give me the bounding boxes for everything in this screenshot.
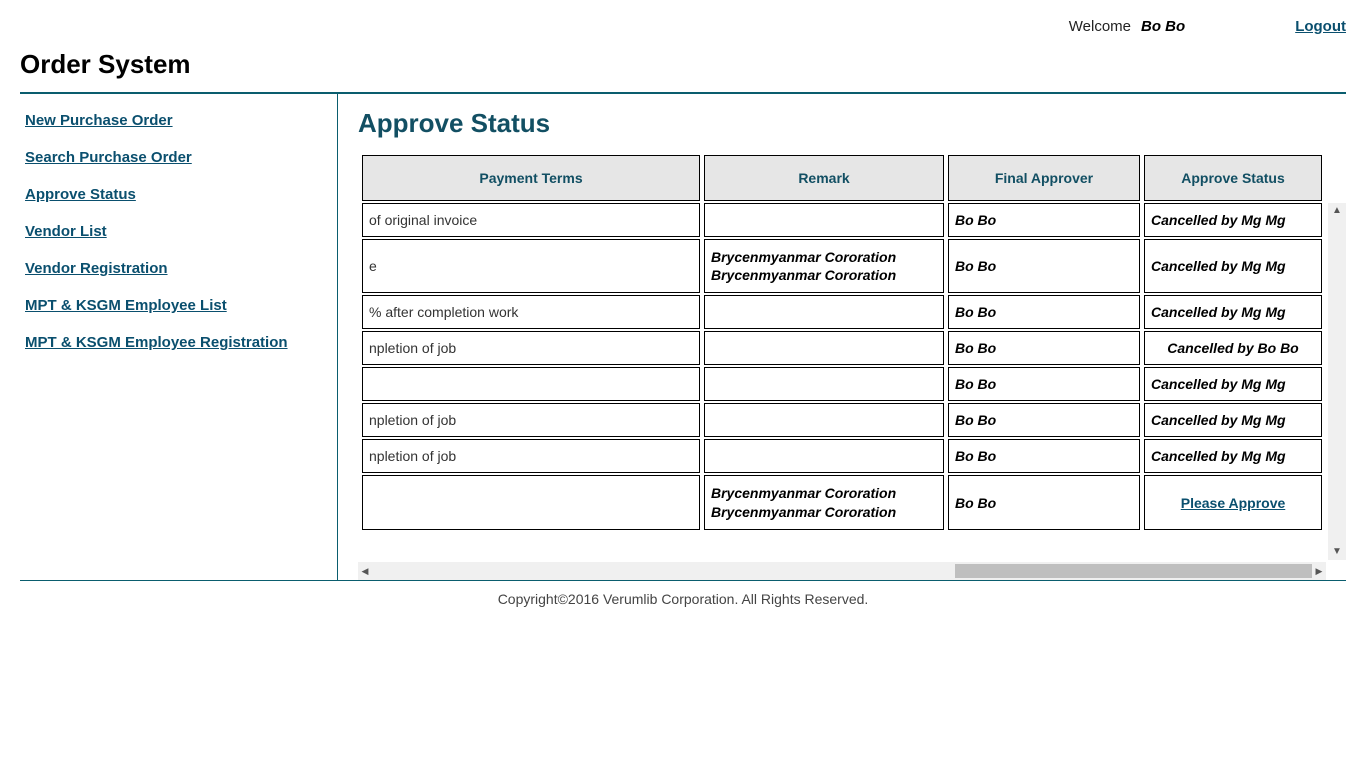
app-title: Order System bbox=[20, 43, 1346, 92]
table-row: npletion of job Bo BoCancelled by Mg Mg bbox=[362, 403, 1322, 437]
username: Bo Bo bbox=[1141, 18, 1185, 35]
sidebar-item-new-purchase-order[interactable]: New Purchase Order bbox=[25, 112, 337, 129]
table-row: % after completion work Bo BoCancelled by… bbox=[362, 295, 1322, 329]
cell-payment-terms: e bbox=[362, 239, 700, 293]
cell-approve-status: Cancelled by Mg Mg bbox=[1144, 239, 1322, 293]
cell-final-approver: Bo Bo bbox=[948, 439, 1140, 473]
cell-final-approver: Bo Bo bbox=[948, 239, 1140, 293]
table-row: of original invoice Bo BoCancelled by Mg … bbox=[362, 203, 1322, 237]
cell-payment-terms bbox=[362, 475, 700, 529]
logout-link[interactable]: Logout bbox=[1295, 18, 1346, 35]
col-header-final-approver: Final Approver bbox=[948, 155, 1140, 201]
cell-approve-status: Cancelled by Bo Bo bbox=[1144, 331, 1322, 365]
cell-remark: Brycenmyanmar CororationBrycenmyanmar Co… bbox=[704, 475, 944, 529]
topbar: Welcome Bo Bo Logout bbox=[20, 10, 1346, 43]
cell-remark bbox=[704, 331, 944, 365]
scroll-left-icon[interactable]: ◀ bbox=[358, 562, 372, 580]
cell-payment-terms: of original invoice bbox=[362, 203, 700, 237]
vertical-scrollbar[interactable]: ▲ ▼ bbox=[1328, 203, 1346, 560]
cell-final-approver: Bo Bo bbox=[948, 331, 1140, 365]
scroll-thumb[interactable] bbox=[955, 564, 1312, 578]
table-row: npletion of job Bo BoCancelled by Bo Bo bbox=[362, 331, 1322, 365]
cell-approve-status: Cancelled by Mg Mg bbox=[1144, 403, 1322, 437]
cell-remark bbox=[704, 439, 944, 473]
cell-final-approver: Bo Bo bbox=[948, 403, 1140, 437]
cell-remark bbox=[704, 295, 944, 329]
cell-final-approver: Bo Bo bbox=[948, 475, 1140, 529]
col-header-remark: Remark bbox=[704, 155, 944, 201]
cell-payment-terms: npletion of job bbox=[362, 331, 700, 365]
cell-final-approver: Bo Bo bbox=[948, 203, 1140, 237]
cell-remark: Brycenmyanmar CororationBrycenmyanmar Co… bbox=[704, 239, 944, 293]
sidebar-item-search-purchase-order[interactable]: Search Purchase Order bbox=[25, 149, 337, 166]
cell-approve-status: Cancelled by Mg Mg bbox=[1144, 203, 1322, 237]
table-row: npletion of job Bo BoCancelled by Mg Mg bbox=[362, 439, 1322, 473]
sidebar: New Purchase Order Search Purchase Order… bbox=[20, 94, 338, 580]
cell-approve-status: Cancelled by Mg Mg bbox=[1144, 295, 1322, 329]
table-row: eBrycenmyanmar CororationBrycenmyanmar C… bbox=[362, 239, 1322, 293]
scroll-up-icon[interactable]: ▲ bbox=[1328, 203, 1346, 219]
col-header-approve-status: Approve Status bbox=[1144, 155, 1322, 201]
sidebar-item-employee-registration[interactable]: MPT & KSGM Employee Registration bbox=[25, 334, 337, 351]
cell-payment-terms: npletion of job bbox=[362, 439, 700, 473]
table-wrapper: Payment Terms Remark Final Approver Appr… bbox=[358, 153, 1346, 580]
sidebar-item-employee-list[interactable]: MPT & KSGM Employee List bbox=[25, 297, 337, 314]
table-row: Bo BoCancelled by Mg Mg bbox=[362, 367, 1322, 401]
cell-payment-terms bbox=[362, 367, 700, 401]
sidebar-item-vendor-list[interactable]: Vendor List bbox=[25, 223, 337, 240]
sidebar-item-vendor-registration[interactable]: Vendor Registration bbox=[25, 260, 337, 277]
page-heading: Approve Status bbox=[358, 108, 1346, 139]
cell-approve-status: Cancelled by Mg Mg bbox=[1144, 439, 1322, 473]
cell-payment-terms: npletion of job bbox=[362, 403, 700, 437]
please-approve-link[interactable]: Please Approve bbox=[1181, 495, 1286, 511]
cell-final-approver: Bo Bo bbox=[948, 367, 1140, 401]
approve-status-table: Payment Terms Remark Final Approver Appr… bbox=[358, 153, 1326, 532]
cell-remark bbox=[704, 403, 944, 437]
welcome-label: Welcome bbox=[1069, 18, 1131, 35]
cell-final-approver: Bo Bo bbox=[948, 295, 1140, 329]
cell-approve-status: Please Approve bbox=[1144, 475, 1322, 529]
main-content: Approve Status Payment Terms Remark Fina… bbox=[338, 94, 1346, 580]
col-header-payment-terms: Payment Terms bbox=[362, 155, 700, 201]
sidebar-item-approve-status[interactable]: Approve Status bbox=[25, 186, 337, 203]
cell-remark bbox=[704, 367, 944, 401]
cell-approve-status: Cancelled by Mg Mg bbox=[1144, 367, 1322, 401]
footer-text: Copyright©2016 Verumlib Corporation. All… bbox=[20, 581, 1346, 617]
cell-remark bbox=[704, 203, 944, 237]
scroll-right-icon[interactable]: ▶ bbox=[1312, 562, 1326, 580]
table-row: Brycenmyanmar CororationBrycenmyanmar Co… bbox=[362, 475, 1322, 529]
cell-payment-terms: % after completion work bbox=[362, 295, 700, 329]
scroll-down-icon[interactable]: ▼ bbox=[1328, 544, 1346, 560]
horizontal-scrollbar[interactable]: ◀ ▶ bbox=[358, 562, 1326, 580]
